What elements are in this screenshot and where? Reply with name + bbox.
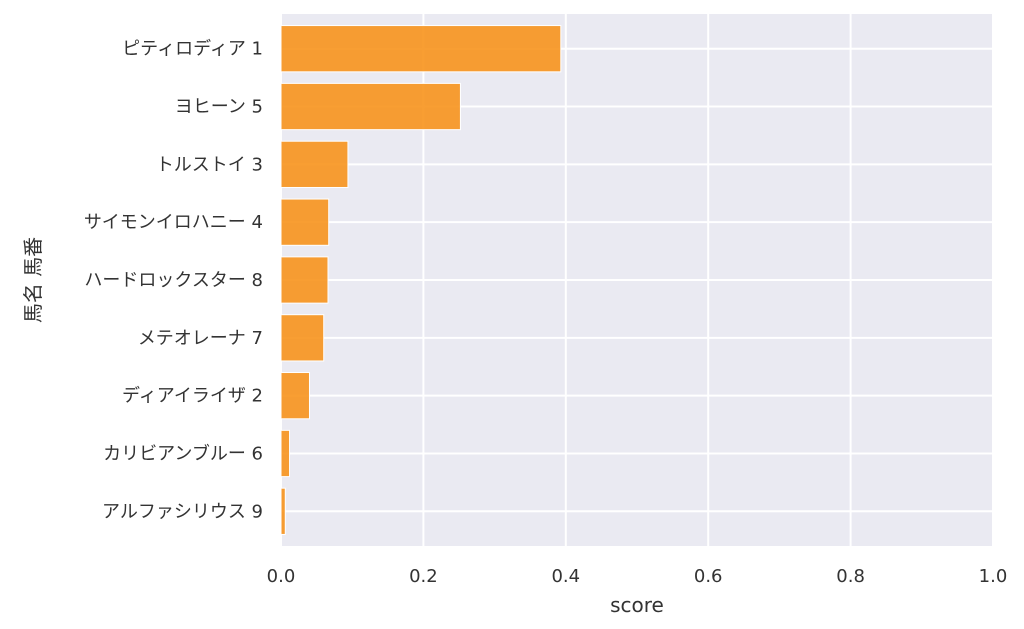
y-tick-label: ヨヒーン 5 (175, 97, 263, 118)
x-tick-label: 0.4 (551, 566, 580, 587)
x-tick-label: 0.0 (267, 566, 296, 587)
y-axis-label: 馬名 馬番 (21, 237, 45, 323)
y-tick-label: カリビアンブルー 6 (103, 442, 263, 464)
y-tick-labels: ピティロディア 1 ヨヒーン 5 トルストイ 3 サイモンイロハニー 4 ハードロックス… (84, 39, 263, 523)
bar (280, 372, 310, 420)
bar (280, 82, 461, 131)
bar (280, 487, 286, 535)
y-tick-label: メテオレーナ 7 (138, 328, 263, 349)
bar (280, 198, 330, 246)
x-tick-label: 0.6 (694, 566, 723, 587)
y-tick-label: ディアイライザ 2 (122, 386, 263, 407)
bar (280, 140, 349, 188)
x-tick-label: 0.2 (409, 566, 438, 587)
y-tick-label: トルストイ 3 (156, 154, 263, 175)
y-tick-label: ハードロックスター 8 (84, 270, 263, 291)
bar (280, 25, 562, 73)
bars (280, 25, 562, 535)
x-tick-labels: 0.0 0.2 0.4 0.6 0.8 1.0 (267, 566, 1008, 587)
y-tick-label: ピティロディア 1 (122, 39, 263, 60)
x-axis-label: score (610, 593, 664, 617)
y-tick-label: サイモンイロハニー 4 (84, 212, 263, 233)
bar (280, 256, 329, 304)
x-tick-label: 0.8 (836, 566, 865, 587)
bar (280, 314, 325, 362)
y-tick-label: アルファシリウス 9 (102, 501, 263, 522)
x-tick-label: 1.0 (979, 566, 1008, 587)
bar (280, 429, 291, 478)
